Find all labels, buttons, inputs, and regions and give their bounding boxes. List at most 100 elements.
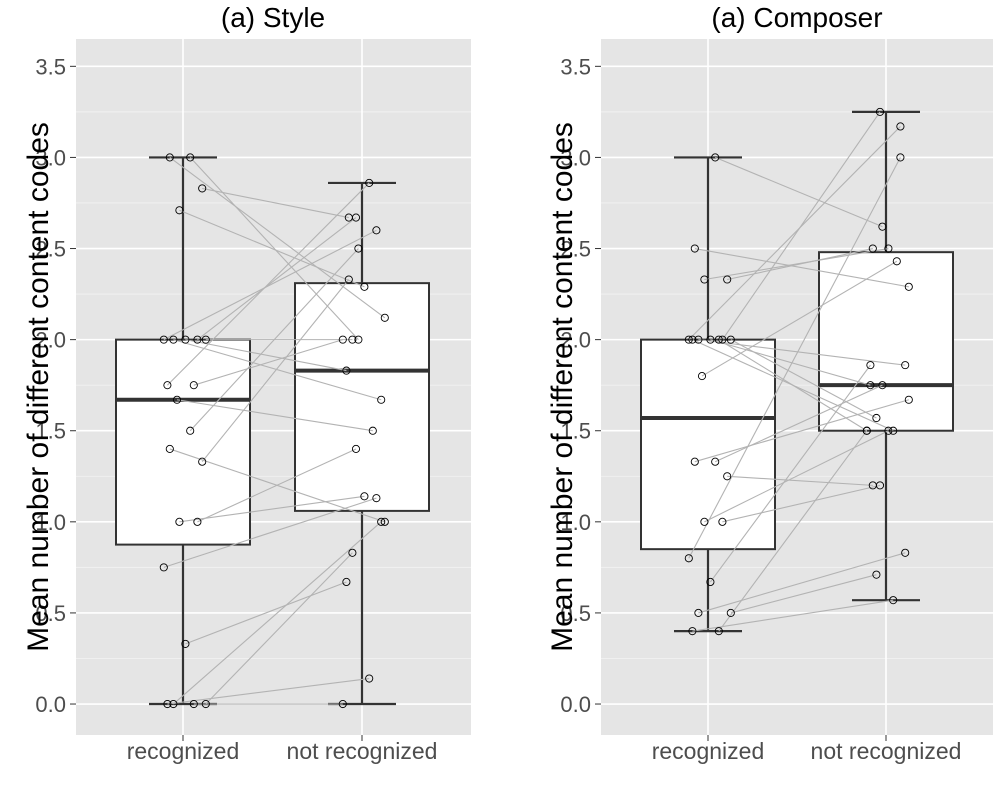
pair-line bbox=[202, 187, 349, 219]
x-tick-label: recognized bbox=[652, 738, 765, 764]
data-point bbox=[181, 639, 190, 648]
data-point bbox=[159, 335, 168, 344]
box-not-recognized bbox=[818, 110, 954, 602]
data-point bbox=[380, 313, 389, 322]
data-point bbox=[700, 275, 709, 284]
pair-line bbox=[688, 157, 901, 559]
pair-line bbox=[163, 497, 377, 568]
x-tick-label: recognized bbox=[127, 738, 240, 764]
data-point bbox=[714, 335, 723, 344]
pair-line bbox=[197, 217, 357, 341]
data-point bbox=[688, 335, 697, 344]
pair-line bbox=[688, 126, 901, 341]
pair-line bbox=[201, 279, 350, 463]
data-point bbox=[875, 107, 885, 116]
data-point bbox=[198, 184, 207, 193]
y-tick-label: 3.0 bbox=[35, 145, 66, 170]
y-tick-label: 3.5 bbox=[35, 54, 66, 79]
data-point bbox=[878, 222, 887, 231]
data-point bbox=[726, 608, 735, 617]
data-point bbox=[697, 372, 707, 381]
data-point bbox=[360, 282, 369, 291]
data-point bbox=[165, 153, 174, 162]
pair-line bbox=[709, 364, 871, 583]
pair-line bbox=[179, 209, 365, 288]
data-point bbox=[338, 335, 347, 344]
pair-line bbox=[176, 399, 373, 432]
data-point bbox=[904, 395, 913, 404]
paired-observations bbox=[684, 107, 913, 636]
iqr-box bbox=[115, 338, 251, 546]
data-point bbox=[862, 426, 871, 435]
y-tick-label: 0.0 bbox=[35, 692, 66, 717]
data-point bbox=[896, 153, 905, 162]
data-point bbox=[700, 517, 709, 526]
data-point bbox=[889, 426, 898, 435]
data-point bbox=[169, 699, 178, 709]
data-point bbox=[866, 381, 875, 390]
data-point bbox=[684, 335, 693, 344]
data-point bbox=[726, 335, 735, 344]
pair-line bbox=[185, 339, 347, 372]
data-point bbox=[163, 699, 172, 709]
data-point bbox=[718, 517, 727, 526]
y-tick-label: 0.5 bbox=[35, 601, 66, 626]
pair-line bbox=[727, 247, 873, 281]
data-point bbox=[338, 699, 347, 709]
pair-line bbox=[173, 521, 382, 705]
data-point bbox=[694, 335, 703, 344]
data-point bbox=[884, 244, 893, 253]
data-point bbox=[193, 517, 202, 526]
pair-line bbox=[718, 430, 868, 632]
panel-1: 0.0 0.5 1.0 1.5 2.0 2.5 3.0 3.5 recognized not re… bbox=[546, 2, 993, 764]
data-point bbox=[690, 244, 699, 253]
y-tick-label: 0.5 bbox=[560, 601, 591, 626]
box-recognized bbox=[115, 156, 251, 706]
data-point bbox=[159, 563, 168, 572]
y-tick-label: 2.5 bbox=[560, 237, 591, 262]
data-point bbox=[348, 548, 357, 557]
y-tick-label: 2.5 bbox=[35, 237, 66, 262]
pair-line bbox=[173, 339, 382, 401]
data-point bbox=[193, 335, 202, 344]
data-point bbox=[872, 570, 881, 579]
chart-title: (a) Composer bbox=[711, 2, 882, 33]
y-tick-label: 0.0 bbox=[560, 692, 591, 717]
data-point bbox=[718, 335, 727, 344]
data-point bbox=[884, 426, 893, 435]
pair-line bbox=[692, 599, 894, 632]
data-point bbox=[711, 457, 720, 466]
paired-observations bbox=[159, 153, 389, 709]
data-point bbox=[875, 481, 885, 490]
data-point bbox=[342, 577, 351, 587]
data-point bbox=[189, 699, 198, 709]
y-tick-label: 1.0 bbox=[560, 510, 591, 535]
pair-line bbox=[727, 475, 873, 486]
pair-line bbox=[714, 156, 883, 228]
data-point bbox=[181, 335, 190, 344]
data-point bbox=[694, 608, 703, 617]
data-point bbox=[189, 381, 198, 390]
data-point bbox=[714, 627, 723, 636]
pair-line bbox=[714, 384, 883, 463]
pair-line bbox=[698, 339, 906, 366]
data-point bbox=[354, 244, 363, 253]
data-point bbox=[163, 381, 172, 390]
data-point bbox=[901, 548, 910, 557]
data-point bbox=[377, 517, 386, 526]
data-point bbox=[175, 517, 184, 526]
pair-line bbox=[704, 430, 889, 523]
pair-line bbox=[694, 247, 909, 288]
data-point bbox=[866, 361, 875, 370]
y-tick-label: 2.0 bbox=[35, 328, 66, 353]
data-point bbox=[172, 395, 182, 404]
panel-0: 0.0 0.5 1.0 1.5 2.0 2.5 3.0 3.5 recognized not re… bbox=[22, 2, 471, 764]
y-tick-label: 1.5 bbox=[35, 419, 66, 444]
data-point bbox=[372, 494, 381, 503]
data-point bbox=[377, 395, 386, 404]
data-point bbox=[198, 457, 207, 466]
data-point bbox=[892, 257, 901, 266]
y-tick-label: 1.5 bbox=[560, 419, 591, 444]
data-point bbox=[351, 213, 361, 222]
